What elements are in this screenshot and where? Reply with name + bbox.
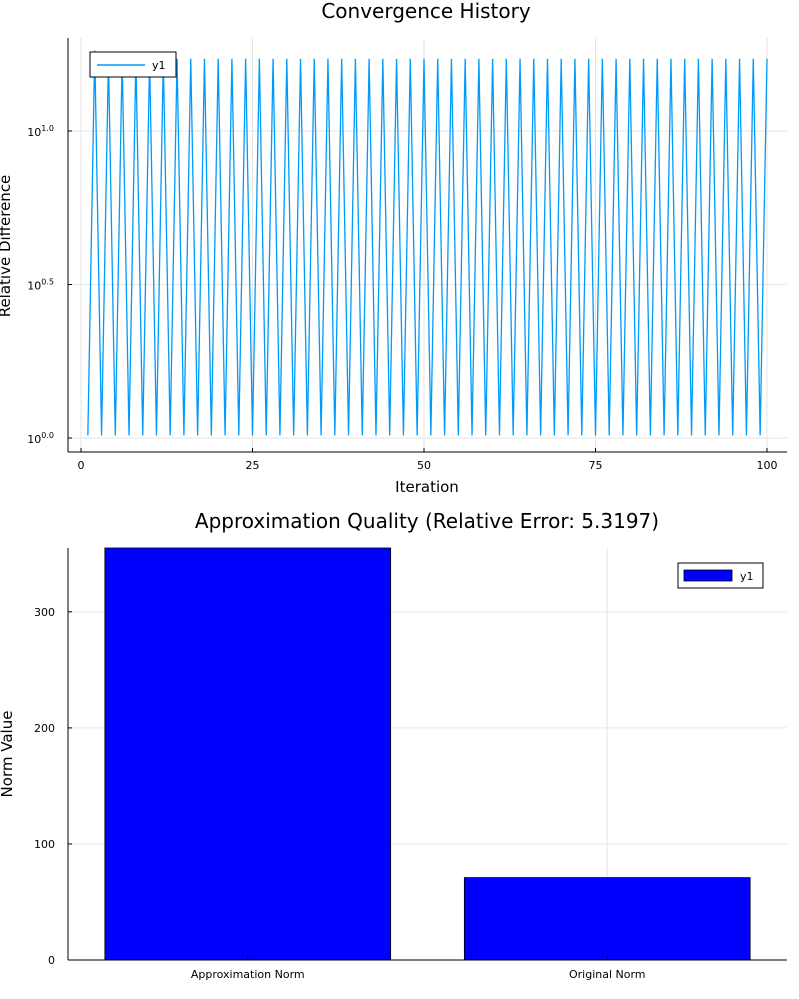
chart1-line-y1: [87, 50, 768, 436]
chart2-bar: [104, 547, 392, 961]
chart2-ylabel: Norm Value: [0, 711, 16, 798]
chart1-ylabel: Relative Difference: [0, 175, 14, 318]
chart1-x-tick-label: 0: [78, 459, 85, 472]
chart2-legend-label: y1: [740, 570, 754, 583]
convergence-chart: Convergence History 0 25 50 75 100 100.0100.…: [0, 0, 787, 496]
chart1-y-ticks: 100.0 100.5 101.0: [27, 124, 72, 446]
chart1-title: Convergence History: [321, 0, 531, 23]
chart2-bar: [463, 877, 751, 961]
chart2-y-ticks: 0 100 200 300: [34, 606, 72, 967]
chart1-x-tick-label: 100: [757, 459, 778, 472]
chart1-x-tick-label: 25: [246, 459, 260, 472]
chart1-x-tick-label: 75: [589, 459, 603, 472]
chart2-x-ticks: Approximation Norm Original Norm: [191, 956, 646, 981]
chart2-y-tick-label: 0: [48, 954, 55, 967]
chart1-x-tick-label: 50: [417, 459, 431, 472]
chart2-title: Approximation Quality (Relative Error: 5…: [195, 509, 659, 533]
chart1-xlabel: Iteration: [395, 478, 459, 496]
chart1-legend: y1: [89, 51, 177, 78]
chart2-y-tick-label: 100: [34, 838, 55, 851]
chart2-legend-swatch: [683, 569, 733, 582]
chart1-y-tick-label: 100.5: [27, 278, 54, 293]
chart2-y-tick-label: 200: [34, 722, 55, 735]
chart2-legend: y1: [677, 562, 764, 589]
chart1-y-tick-label: 100.0: [27, 431, 54, 446]
chart2-x-tick-label: Approximation Norm: [191, 968, 305, 981]
chart1-y-tick-label: 101.0: [27, 124, 54, 139]
chart1-x-ticks: 0 25 50 75 100: [78, 448, 778, 472]
chart1-legend-label: y1: [152, 59, 166, 72]
chart2-bars: [104, 547, 751, 961]
chart2-x-tick-label: Original Norm: [569, 968, 646, 981]
approximation-chart: Approximation Quality (Relative Error: 5…: [0, 509, 787, 981]
chart2-y-tick-label: 300: [34, 606, 55, 619]
chart1-series: [87, 50, 768, 436]
